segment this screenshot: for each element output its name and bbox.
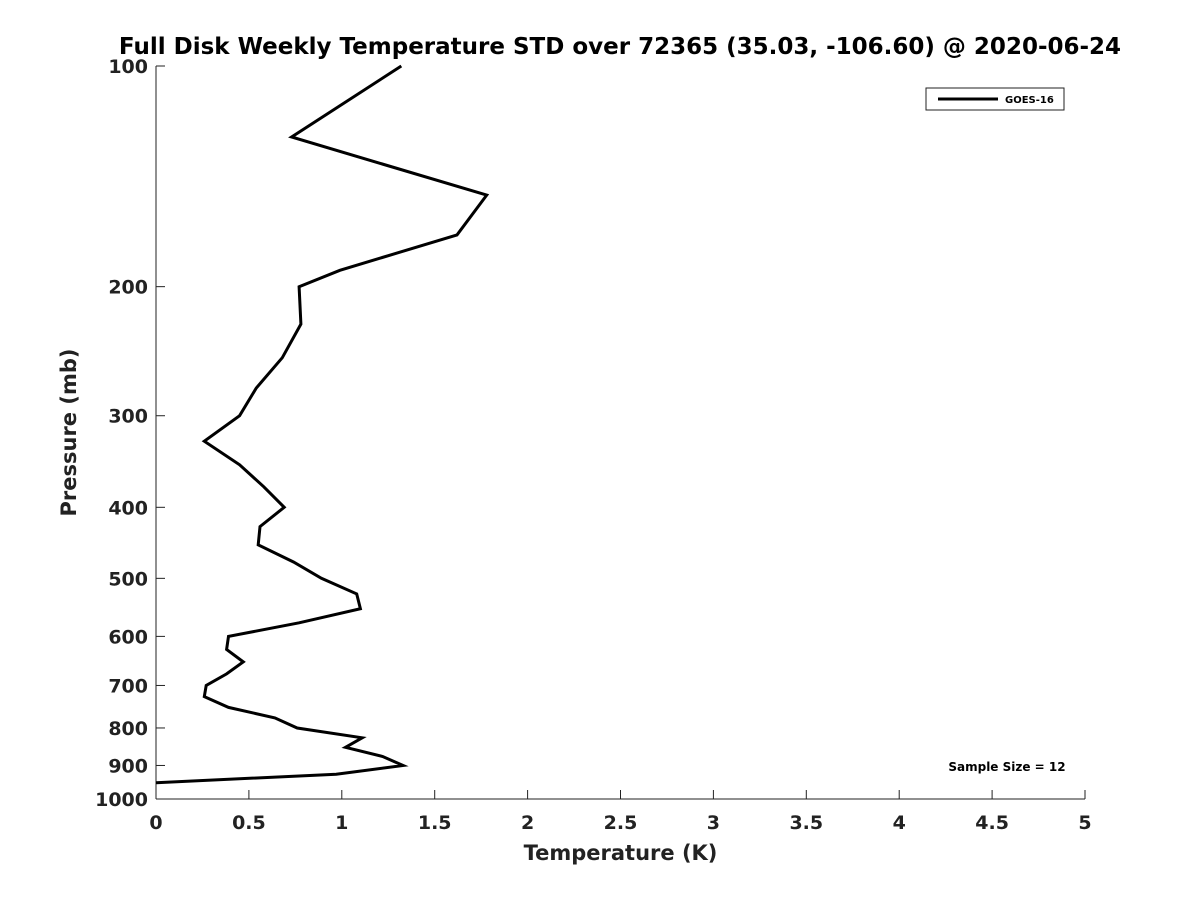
- x-tick-label: 5: [1078, 812, 1091, 834]
- y-tick-label: 1000: [95, 789, 148, 811]
- y-axis-ticks: 100 200 300 400 500 600 700 800 900 1000: [95, 56, 165, 811]
- sample-size-annotation: Sample Size = 12: [948, 760, 1065, 774]
- x-tick-label: 0: [149, 812, 162, 834]
- legend-label-goes-16: GOES-16: [1005, 95, 1054, 106]
- y-axis-title: Pressure (mb): [57, 349, 81, 517]
- y-tick-label: 200: [108, 277, 148, 299]
- y-tick-label: 600: [108, 626, 148, 648]
- series-line-goes-16: [155, 64, 490, 785]
- legend: GOES-16: [925, 87, 1065, 111]
- chart-title: Full Disk Weekly Temperature STD over 72…: [119, 34, 1121, 60]
- x-tick-label: 2.5: [604, 812, 638, 834]
- x-tick-label: 1: [335, 812, 348, 834]
- plot-axes: [155, 66, 1085, 800]
- x-tick-label: 0.5: [232, 812, 266, 834]
- x-tick-label: 1.5: [418, 812, 452, 834]
- x-tick-label: 3.5: [789, 812, 823, 834]
- y-tick-label: 100: [108, 56, 148, 78]
- y-tick-label: 500: [108, 568, 148, 590]
- x-tick-label: 3: [707, 812, 720, 834]
- y-tick-label: 400: [108, 497, 148, 519]
- x-tick-label: 2: [521, 812, 534, 834]
- x-tick-label: 4: [893, 812, 906, 834]
- x-tick-label: 4.5: [975, 812, 1009, 834]
- y-tick-label: 800: [108, 718, 148, 740]
- x-axis-ticks: 0 0.5 1 1.5 2 2.5 3 3.5 4 4.5 5: [149, 790, 1092, 834]
- y-tick-label: 700: [108, 675, 148, 697]
- series-layer: [155, 64, 490, 785]
- x-axis-title: Temperature (K): [524, 841, 718, 865]
- y-tick-label: 900: [108, 755, 148, 777]
- y-tick-label: 300: [108, 406, 148, 428]
